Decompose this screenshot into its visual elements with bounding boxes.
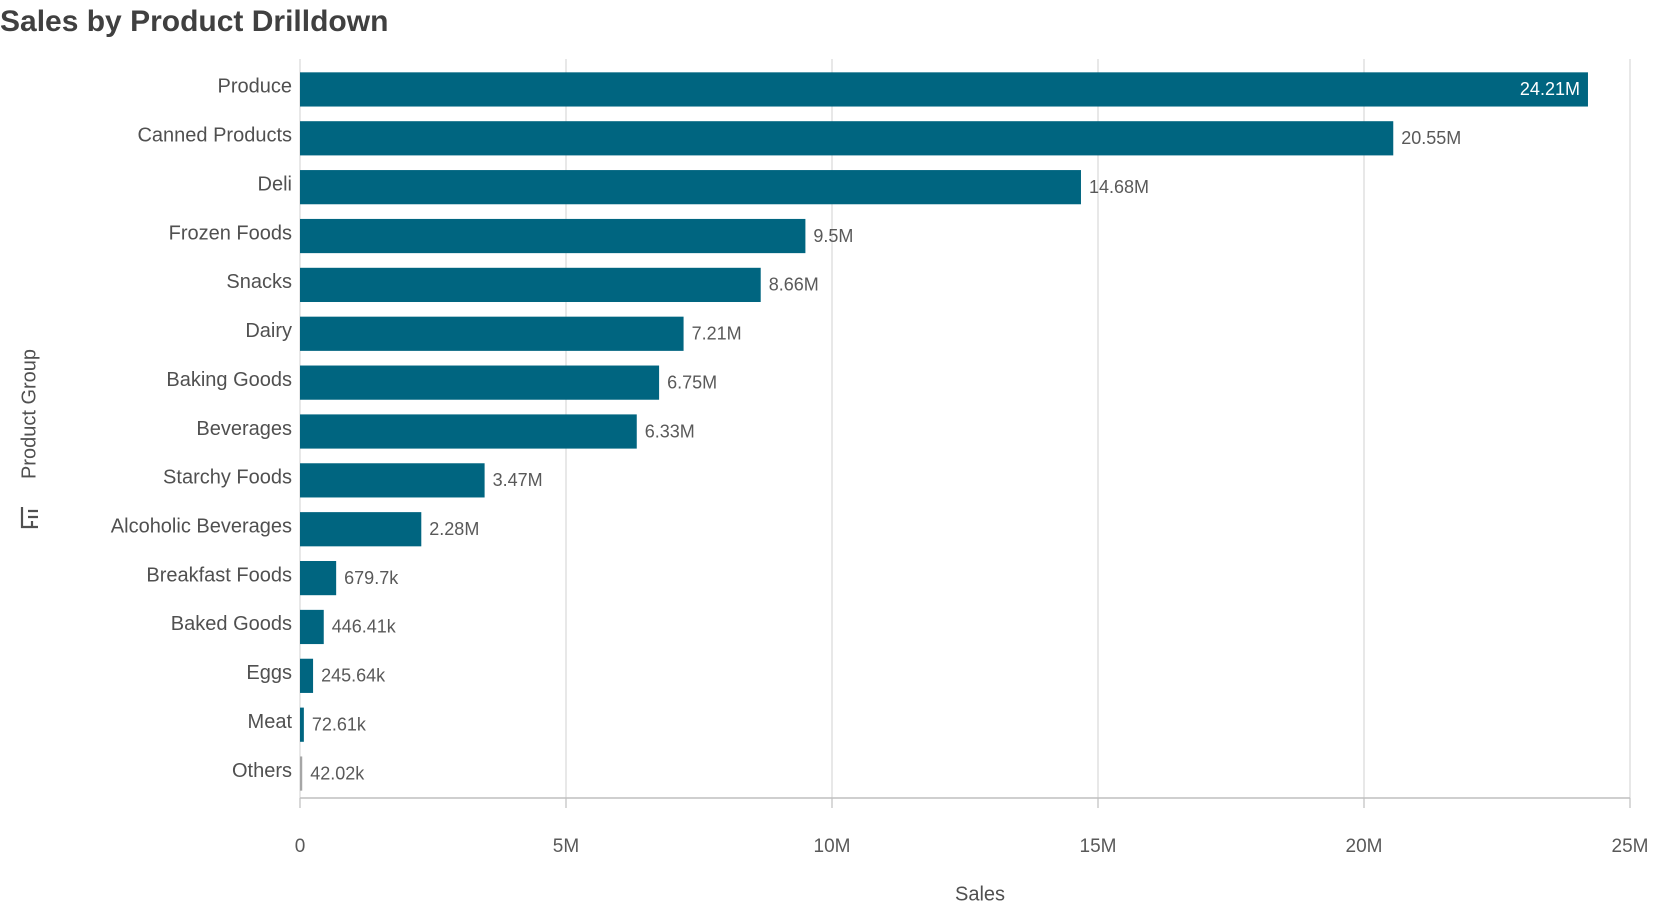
value-label: 6.75M: [667, 372, 717, 392]
x-tick-label: 15M: [1080, 836, 1117, 857]
category-label: Dairy: [245, 320, 292, 342]
value-label: 2.28M: [429, 519, 479, 539]
value-label: 245.64k: [321, 666, 386, 686]
bar: [300, 463, 485, 498]
bar: [300, 756, 303, 791]
category-label: Baking Goods: [166, 369, 292, 391]
bar: [300, 707, 304, 742]
category-label: Baked Goods: [171, 613, 292, 635]
bar: [300, 72, 1588, 107]
bar: [300, 658, 314, 693]
value-label: 3.47M: [493, 470, 543, 490]
x-tick-label: 25M: [1612, 836, 1649, 857]
value-label: 24.21M: [1520, 79, 1580, 99]
bar: [300, 218, 806, 254]
x-tick-label: 20M: [1346, 836, 1383, 857]
bar: [300, 609, 324, 645]
bar: [300, 512, 422, 547]
value-label: 20.55M: [1401, 128, 1461, 148]
x-tick-label: 0: [295, 836, 306, 857]
category-label: Starchy Foods: [163, 467, 292, 489]
category-label: Others: [232, 760, 292, 782]
value-label: 72.61k: [312, 714, 367, 734]
value-label: 679.7k: [344, 568, 399, 588]
x-tick-label: 10M: [814, 836, 851, 857]
bar: [300, 170, 1081, 205]
value-label: 14.68M: [1089, 177, 1149, 197]
x-tick-label: 5M: [553, 836, 579, 857]
category-label: Meat: [248, 711, 293, 733]
category-label: Frozen Foods: [169, 222, 292, 244]
bar: [300, 121, 1394, 156]
chart-title: Sales by Product Drilldown: [0, 5, 388, 38]
category-label: Produce: [218, 76, 293, 98]
value-label: 6.33M: [645, 421, 695, 441]
bar: [300, 560, 337, 596]
value-label: 9.5M: [813, 226, 853, 246]
bar: [300, 316, 684, 351]
bar: [300, 267, 761, 303]
y-axis-title: Product Group: [18, 349, 40, 479]
bar: [300, 365, 660, 400]
category-label: Beverages: [196, 418, 292, 440]
value-label: 446.41k: [332, 617, 397, 637]
value-label: 8.66M: [769, 275, 819, 295]
x-axis-title: Sales: [955, 883, 1005, 905]
category-label: Alcoholic Beverages: [111, 516, 292, 538]
bar: [300, 414, 637, 449]
category-label: Canned Products: [137, 125, 292, 147]
drilldown-icon: [20, 507, 38, 529]
category-label: Deli: [258, 173, 292, 195]
category-label: Breakfast Foods: [146, 564, 292, 586]
value-label: 7.21M: [692, 324, 742, 344]
value-label: 42.02k: [310, 763, 365, 783]
category-label: Eggs: [246, 662, 292, 684]
category-label: Snacks: [226, 271, 292, 293]
